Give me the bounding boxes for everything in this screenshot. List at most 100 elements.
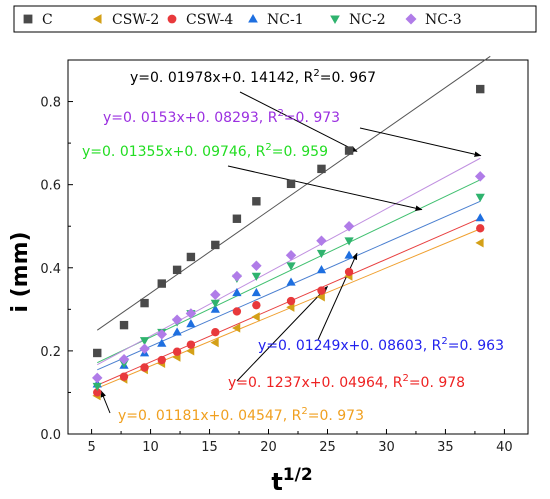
legend-label-csw-4: CSW-4 xyxy=(186,12,233,28)
fit-equation-main: y=0. 01181x+0. 04547, R xyxy=(118,408,302,424)
legend: C CSW-2 CSW-4 NC-1 NC-2 NC-3 xyxy=(13,5,537,33)
x-axis-label: t1/2 xyxy=(271,465,312,496)
data-point-c xyxy=(157,279,166,288)
annotation-arrows xyxy=(100,91,482,414)
data-point-csw-4 xyxy=(93,388,102,397)
data-point-nc-3 xyxy=(474,171,486,182)
x-tick-label: 40 xyxy=(496,440,513,455)
data-point-c xyxy=(172,265,182,275)
fit-equation-main: y=0. 01978x+0. 14142, R xyxy=(130,70,314,86)
data-point-nc-2 xyxy=(139,337,150,346)
data-point-csw-4 xyxy=(317,286,326,295)
legend-marker-nc-3 xyxy=(405,13,417,25)
x-tick-label: 30 xyxy=(378,440,395,455)
arrow-csw2 xyxy=(100,390,111,414)
data-point-c xyxy=(232,214,242,223)
fit-line-c xyxy=(96,62,481,331)
data-point-c xyxy=(252,197,261,206)
arrow-nc1 xyxy=(317,252,358,341)
data-point-nc-3 xyxy=(231,270,243,282)
data-point-nc-2 xyxy=(344,237,354,246)
fit-equation-main: y=0. 0153x+0. 08293, R xyxy=(103,110,278,126)
legend-label-nc-2: NC-2 xyxy=(349,12,386,28)
axis-ticks: 5 10 15 20 25 30 35 40 0.0 0.2 0.4 0.6 0.8 xyxy=(40,59,513,455)
legend-marker-c xyxy=(23,14,33,24)
fit-equation: y=0. 1237x+0. 04964, R2=0. 978 xyxy=(228,373,465,391)
x-axis-label-sup: 1/2 xyxy=(283,465,313,485)
data-point-csw-2 xyxy=(475,238,484,248)
data-point-csw-4 xyxy=(186,340,196,349)
data-point-csw-2 xyxy=(210,337,219,348)
data-point-nc-2 xyxy=(286,262,296,271)
y-tick-label: 0.6 xyxy=(40,179,61,194)
data-point-csw-4 xyxy=(157,355,166,365)
data-point-nc-3 xyxy=(285,250,297,261)
legend-label-nc-3: NC-3 xyxy=(425,12,462,28)
fit-equation-sup: 2 xyxy=(402,373,408,384)
data-point-csw-2 xyxy=(251,312,260,322)
data-point-nc-1 xyxy=(210,304,220,313)
data-point-csw-4 xyxy=(140,363,149,372)
x-tick-label: 35 xyxy=(437,440,454,455)
data-point-nc-1 xyxy=(344,250,354,259)
data-point-nc-1 xyxy=(232,287,242,297)
fit-equation-sup: 2 xyxy=(441,336,447,347)
data-point-nc-1 xyxy=(286,277,296,286)
data-point-nc-1 xyxy=(475,213,485,222)
data-point-nc-1 xyxy=(172,327,182,336)
data-point-nc-2 xyxy=(251,272,261,281)
data-point-csw-4 xyxy=(211,327,220,337)
data-point-nc-3 xyxy=(185,308,197,319)
x-axis-label-base: t xyxy=(271,468,282,496)
data-point-nc-3 xyxy=(139,343,150,355)
data-point-csw-4 xyxy=(232,307,242,316)
fit-equations: y=0. 01978x+0. 14142, R2=0. 967 y=0. 0153… xyxy=(82,68,504,424)
fit-equation-r2: =0. 959 xyxy=(272,144,328,160)
data-point-c xyxy=(286,179,296,189)
fit-equation: y=0. 01978x+0. 14142, R2=0. 967 xyxy=(130,68,376,86)
data-point-nc-3 xyxy=(92,372,103,384)
data-points xyxy=(92,84,486,401)
y-tick-label: 0.8 xyxy=(40,96,61,111)
x-tick-label: 10 xyxy=(142,440,159,455)
fit-line-c-extension xyxy=(479,55,491,64)
fit-equation-main: y=0. 01249x+0. 08603, R xyxy=(258,338,442,354)
data-point-nc-2 xyxy=(316,249,327,259)
y-tick-label: 0.0 xyxy=(40,428,61,443)
data-point-nc-1 xyxy=(157,338,167,347)
fit-equation: y=0. 01249x+0. 08603, R2=0. 963 xyxy=(258,336,504,354)
data-point-nc-2 xyxy=(92,382,102,392)
data-point-csw-4 xyxy=(252,300,261,310)
legend-marker-nc-1 xyxy=(248,13,258,23)
data-point-c xyxy=(317,164,326,174)
legend-marker-nc-2 xyxy=(330,15,340,25)
legend-marker-csw-4 xyxy=(167,14,177,24)
arrow-nc3 xyxy=(359,127,482,157)
data-point-c xyxy=(119,320,129,330)
legend-label-c: C xyxy=(42,12,53,28)
data-point-nc-2 xyxy=(210,299,220,308)
fit-line-nc-3 xyxy=(97,157,481,366)
arrow-c xyxy=(239,91,358,152)
x-tick-label: 25 xyxy=(319,440,336,455)
legend-marker-csw-2 xyxy=(92,14,102,24)
fit-equation-sup: 2 xyxy=(265,142,271,153)
x-tick-label: 20 xyxy=(260,440,277,455)
fit-equation: y=0. 01181x+0. 04547, R2=0. 973 xyxy=(118,406,364,424)
arrow-csw4 xyxy=(236,285,328,382)
data-point-nc-3 xyxy=(210,289,221,301)
fit-equation-r2: =0. 973 xyxy=(308,408,364,424)
data-point-csw-2 xyxy=(232,323,241,333)
legend-label-nc-1: NC-1 xyxy=(267,12,304,28)
data-point-c xyxy=(344,146,354,155)
y-axis-label: i (mm) xyxy=(8,231,33,312)
data-point-nc-3 xyxy=(171,314,183,325)
data-point-nc-3 xyxy=(316,235,327,247)
fit-equation-sup: 2 xyxy=(313,68,319,79)
data-point-csw-4 xyxy=(172,347,182,356)
fit-equation-main: y=0. 1237x+0. 04964, R xyxy=(228,375,403,391)
fit-equation-sup: 2 xyxy=(277,108,283,119)
x-tick-label: 5 xyxy=(87,440,95,455)
data-point-nc-3 xyxy=(118,353,130,365)
